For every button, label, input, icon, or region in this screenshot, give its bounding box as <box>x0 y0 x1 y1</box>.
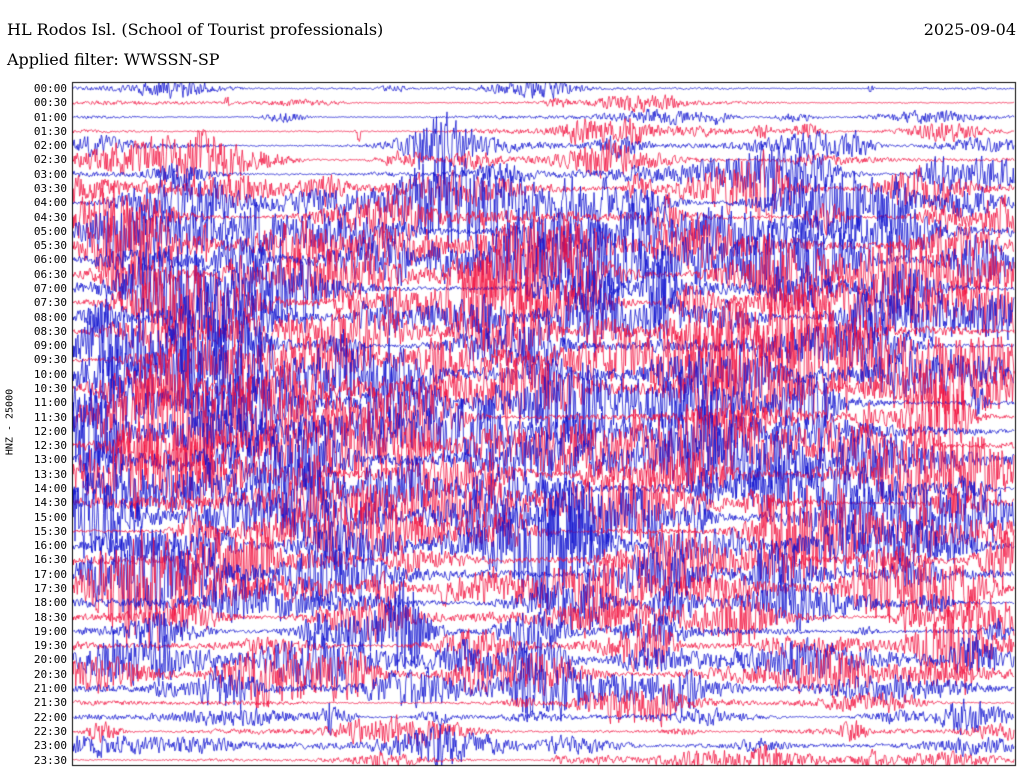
time-label: 15:30 <box>33 524 67 538</box>
time-label: 08:00 <box>33 310 67 324</box>
time-label: 03:30 <box>33 182 67 195</box>
time-label: 23:30 <box>33 753 67 767</box>
time-label: 10:30 <box>33 382 67 396</box>
time-label: 22:30 <box>33 724 67 738</box>
time-label: 12:00 <box>33 424 67 438</box>
time-label: 04:00 <box>33 196 67 210</box>
time-label: 15:00 <box>33 510 67 524</box>
time-label: 07:00 <box>33 282 67 296</box>
time-label: 00:00 <box>33 82 67 95</box>
applied-filter: Applied filter: WWSSN-SP <box>7 50 220 69</box>
time-label: 04:30 <box>33 210 67 224</box>
time-label: 12:30 <box>33 439 67 453</box>
time-label: 16:30 <box>33 553 67 567</box>
time-label: 06:30 <box>33 267 67 281</box>
time-label: 09:30 <box>33 353 67 367</box>
time-label: 06:00 <box>33 253 67 267</box>
time-label: 02:00 <box>33 139 67 153</box>
time-label: 14:00 <box>33 482 67 496</box>
time-label: 16:00 <box>33 539 67 553</box>
time-label: 20:00 <box>33 653 67 667</box>
time-label: 05:00 <box>33 224 67 238</box>
record-date: 2025-09-04 <box>923 20 1016 39</box>
time-label: 11:30 <box>33 410 67 424</box>
time-label: 02:30 <box>33 153 67 167</box>
time-label: 18:00 <box>33 596 67 610</box>
time-label: 09:00 <box>33 339 67 353</box>
time-label: 18:30 <box>33 610 67 624</box>
time-label: 19:30 <box>33 639 67 653</box>
time-label: 03:00 <box>33 167 67 181</box>
time-label: 21:30 <box>33 696 67 710</box>
time-label: 17:00 <box>33 567 67 581</box>
time-label: 11:00 <box>33 396 67 410</box>
time-label: 10:00 <box>33 367 67 381</box>
station-title: HL Rodos Isl. (School of Tourist profess… <box>7 20 384 39</box>
time-label: 19:00 <box>33 624 67 638</box>
time-label: 17:30 <box>33 582 67 596</box>
time-label: 13:00 <box>33 453 67 467</box>
time-label: 00:30 <box>33 96 67 110</box>
time-label: 23:00 <box>33 739 67 753</box>
time-label: 21:00 <box>33 682 67 696</box>
time-label: 07:30 <box>33 296 67 310</box>
time-label: 14:30 <box>33 496 67 510</box>
time-label: 08:30 <box>33 324 67 338</box>
time-label: 01:30 <box>33 124 67 138</box>
time-label: 01:00 <box>33 110 67 124</box>
time-label: 13:30 <box>33 467 67 481</box>
time-label: 20:30 <box>33 667 67 681</box>
time-label: 05:30 <box>33 239 67 253</box>
time-label: 22:00 <box>33 710 67 724</box>
